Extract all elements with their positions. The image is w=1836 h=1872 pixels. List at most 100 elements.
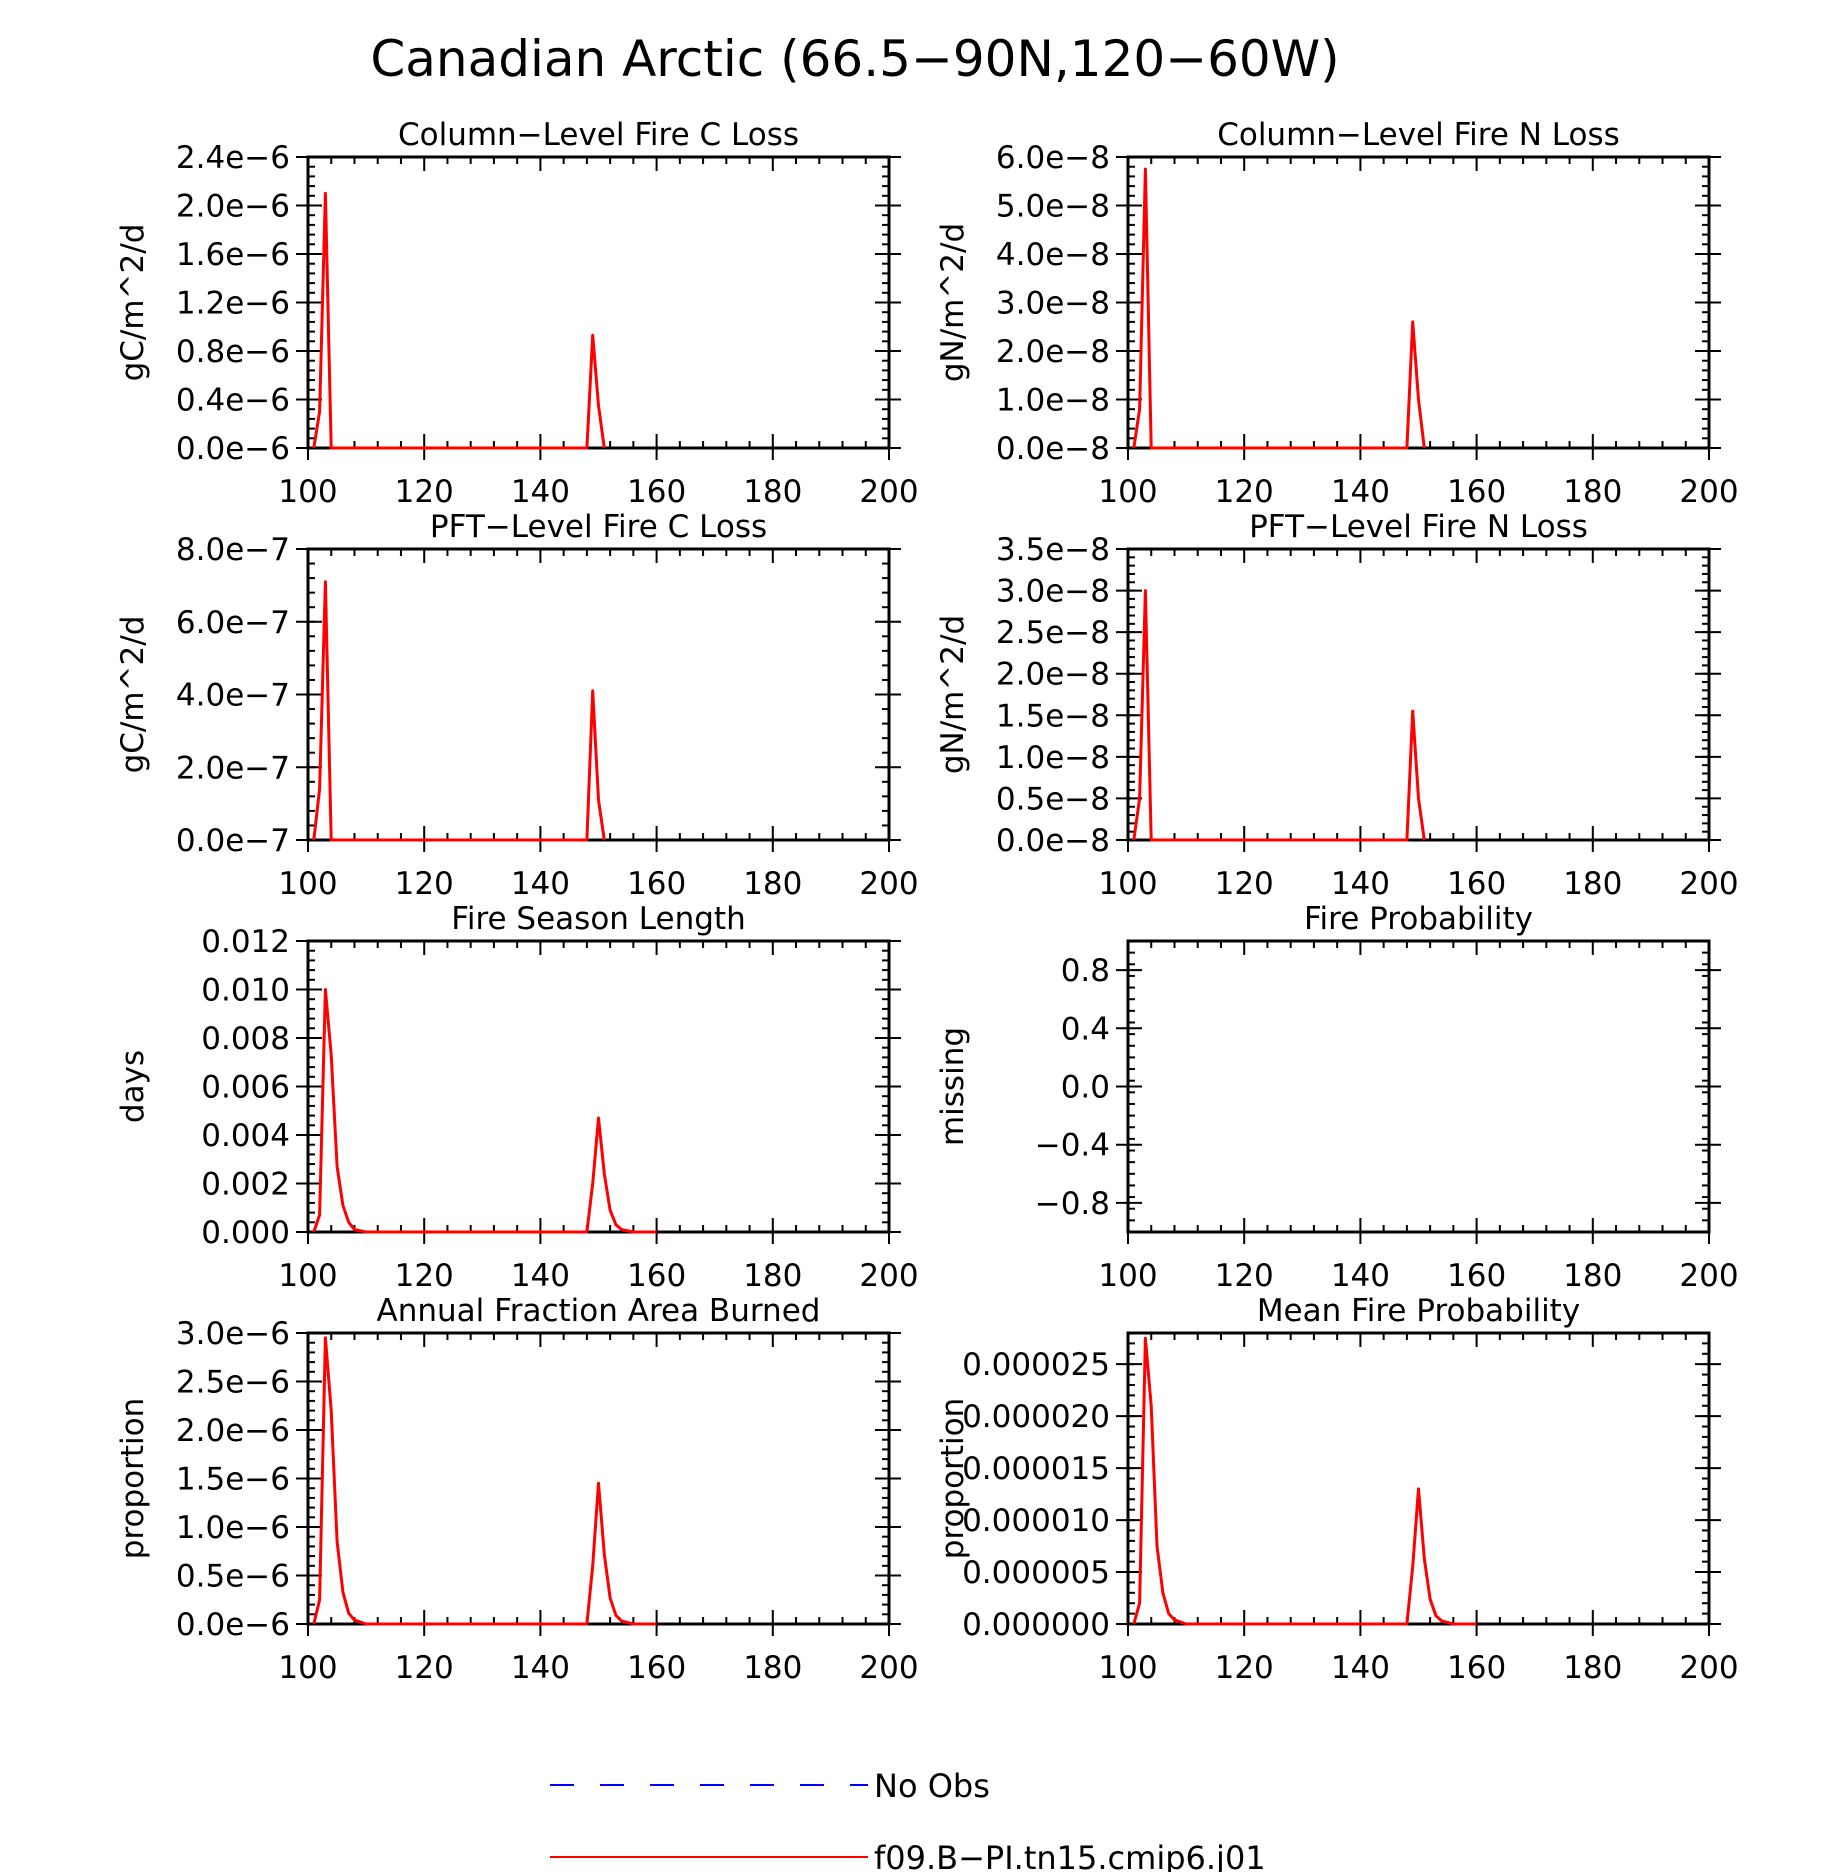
panel-title: PFT−Level Fire C Loss [430,509,767,545]
x-tick-label: 100 [1098,1650,1157,1686]
y-tick-label: 0.8 [1061,953,1110,989]
y-tick-label: 2.0e−6 [176,1413,290,1449]
y-tick-label: 0.5e−6 [176,1559,290,1595]
y-tick-label: 1.2e−6 [176,286,290,322]
y-tick-label: 0.0e−6 [176,431,290,467]
panel-grid: Column−Level Fire C Loss gC/m^2/d 100 120 14… [115,117,1739,1686]
y-tick-label: 0.012 [201,924,290,960]
y-tick-label: 0.000010 [962,1503,1110,1539]
x-tick-label: 200 [859,1650,918,1686]
x-tick-label: 140 [511,1258,570,1294]
y-axis-label: proportion [115,1398,151,1559]
x-tick-label: 120 [1215,1258,1274,1294]
plot-frame [306,1331,891,1626]
y-axis-label: gC/m^2/d [115,616,151,774]
x-tick-label: 200 [859,866,918,902]
y-tick-label: 0.4 [1061,1011,1110,1047]
x-tick-label: 200 [859,1258,918,1294]
y-tick-label: 0.0 [1061,1070,1110,1106]
series-line-model [312,580,606,842]
y-tick-label: 3.5e−8 [996,532,1110,568]
y-tick-label: 3.0e−8 [996,286,1110,322]
panel-mean-fire-probability: Mean Fire Probability proportion 100 120 140… [935,1293,1739,1686]
y-tick-label: 1.6e−6 [176,237,290,273]
x-tick-label: 180 [743,1650,802,1686]
y-tick-label: 2.5e−8 [996,615,1110,651]
x-tick-label: 200 [1679,474,1738,510]
panel-title: PFT−Level Fire N Loss [1249,509,1588,545]
panel-fire-season-length: Fire Season Length days 100 120 140 160 180 200… [115,901,919,1294]
y-tick-label: 5.0e−8 [996,189,1110,225]
y-tick-label: 0.0e−7 [176,823,290,859]
y-tick-label: 6.0e−8 [996,140,1110,176]
y-tick-label: 0.000020 [962,1399,1110,1435]
y-tick-label: 0.0e−8 [996,431,1110,467]
series-line-model [312,191,606,450]
x-tick-label: 160 [627,866,686,902]
panel-pft-level-fire-n-loss: PFT−Level Fire N Loss gN/m^2/d 100 120 140 16… [935,509,1739,902]
series-line-model [1132,589,1426,842]
y-tick-label: 0.000015 [962,1451,1110,1487]
x-tick-label: 100 [278,1650,337,1686]
x-tick-label: 100 [278,866,337,902]
x-tick-label: 160 [1447,1650,1506,1686]
y-tick-label: 4.0e−8 [996,237,1110,273]
y-tick-label: 2.0e−8 [996,334,1110,370]
panel-title: Fire Probability [1304,901,1533,937]
y-axis-label: missing [935,1027,971,1146]
legend: No Obs f09.B−PI.tn15.cmip6.j01 [550,1767,1266,1872]
y-tick-label: 0.4e−6 [176,383,290,419]
y-tick-label: 0.0e−8 [996,823,1110,859]
panel-annual-fraction-area-burned: Annual Fraction Area Burned proportion 100… [115,1293,919,1686]
y-axis-label: gC/m^2/d [115,224,151,382]
x-tick-label: 200 [1679,1650,1738,1686]
x-tick-label: 140 [1331,474,1390,510]
figure-title: Canadian Arctic (66.5−90N,120−60W) [370,30,1339,88]
y-tick-label: 8.0e−7 [176,532,290,568]
y-axis-label: gN/m^2/d [935,223,971,382]
plot-frame [1126,939,1711,1234]
x-tick-label: 100 [1098,1258,1157,1294]
y-axis-label: gN/m^2/d [935,615,971,774]
x-tick-label: 140 [1331,866,1390,902]
panel-title: Fire Season Length [451,901,745,937]
x-tick-label: 180 [743,866,802,902]
x-tick-label: 140 [1331,1258,1390,1294]
panel-pft-level-fire-c-loss: PFT−Level Fire C Loss gC/m^2/d 100 120 140 16… [115,509,919,902]
x-tick-label: 120 [1215,866,1274,902]
legend-label-model: f09.B−PI.tn15.cmip6.j01 [874,1839,1266,1872]
x-tick-label: 180 [743,1258,802,1294]
x-tick-label: 160 [1447,474,1506,510]
x-tick-label: 140 [1331,1650,1390,1686]
y-tick-label: 0.004 [201,1118,290,1154]
x-tick-label: 140 [511,474,570,510]
y-tick-label: 2.5e−6 [176,1365,290,1401]
y-tick-label: 0.000 [201,1215,290,1251]
x-tick-label: 140 [511,866,570,902]
panel-fire-probability: Fire Probability missing 100 120 140 160 180 20… [935,901,1739,1294]
y-axis-label: proportion [935,1398,971,1559]
panel-title: Mean Fire Probability [1257,1293,1580,1329]
y-tick-label: 4.0e−7 [176,678,290,714]
x-tick-label: 120 [395,474,454,510]
x-tick-label: 120 [1215,1650,1274,1686]
y-tick-label: 0.008 [201,1021,290,1057]
y-tick-label: 3.0e−8 [996,574,1110,610]
panel-title: Column−Level Fire C Loss [398,117,799,153]
y-tick-label: −0.4 [1035,1128,1110,1164]
x-tick-label: 180 [743,474,802,510]
panel-title: Annual Fraction Area Burned [377,1293,821,1329]
y-tick-label: 1.5e−8 [996,698,1110,734]
x-tick-label: 120 [395,1650,454,1686]
y-tick-label: 1.0e−6 [176,1510,290,1546]
y-tick-label: 1.0e−8 [996,740,1110,776]
y-tick-label: 0.8e−6 [176,334,290,370]
y-tick-label: 0.000005 [962,1555,1110,1591]
x-tick-label: 200 [859,474,918,510]
x-tick-label: 120 [395,1258,454,1294]
y-tick-label: 2.0e−7 [176,750,290,786]
x-tick-label: 200 [1679,1258,1738,1294]
x-tick-label: 180 [1563,1258,1622,1294]
y-tick-label: 0.000000 [962,1607,1110,1643]
